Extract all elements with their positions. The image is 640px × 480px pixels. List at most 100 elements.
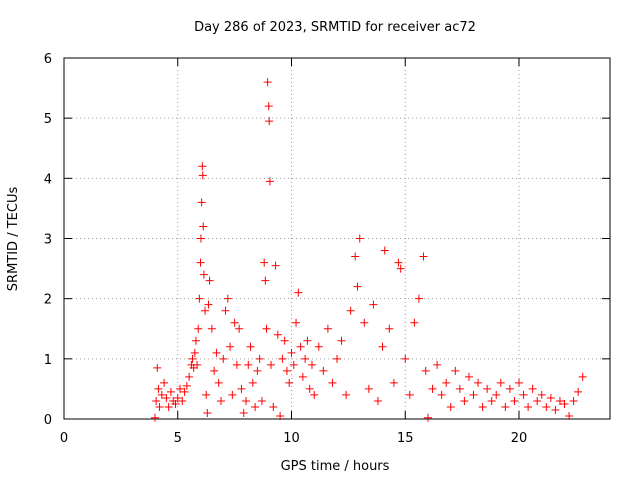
data-point	[492, 390, 501, 399]
data-point	[257, 396, 266, 405]
data-point	[242, 396, 250, 405]
data-point	[210, 366, 219, 375]
data-point	[153, 363, 162, 372]
data-point	[533, 396, 542, 405]
data-point	[198, 162, 207, 171]
data-point	[487, 396, 496, 405]
data-point	[483, 384, 492, 393]
data-point	[305, 384, 314, 393]
data-point	[195, 294, 204, 303]
data-point	[264, 102, 273, 111]
data-point	[296, 342, 305, 351]
data-point	[353, 282, 362, 291]
data-point	[414, 294, 423, 303]
data-point	[555, 396, 564, 405]
data-point	[226, 342, 235, 351]
data-point	[205, 276, 214, 285]
data-point	[542, 402, 551, 411]
data-point	[248, 378, 257, 387]
data-point	[510, 396, 519, 405]
data-point	[166, 387, 175, 396]
data-point	[251, 402, 260, 411]
data-point	[307, 360, 316, 369]
data-point	[428, 384, 437, 393]
data-point	[157, 390, 166, 399]
data-point	[230, 318, 239, 327]
data-point	[560, 399, 569, 408]
data-point	[574, 387, 583, 396]
data-point	[271, 261, 280, 270]
y-tick-label: 3	[44, 233, 52, 248]
data-point	[276, 411, 285, 420]
data-point	[204, 300, 213, 309]
data-point	[280, 336, 289, 345]
data-point	[160, 378, 169, 387]
y-tick-label: 6	[44, 52, 52, 67]
data-point	[389, 378, 398, 387]
data-point	[519, 390, 528, 399]
data-point	[328, 378, 337, 387]
data-point	[355, 234, 364, 243]
data-point	[216, 396, 225, 405]
chart-title: Day 286 of 2023, SRMTID for receiver ac7…	[194, 20, 476, 35]
data-point	[223, 294, 232, 303]
data-point	[396, 264, 405, 273]
data-point	[301, 354, 310, 363]
data-point	[199, 222, 208, 231]
data-point	[474, 378, 483, 387]
data-point	[303, 336, 312, 345]
data-point	[515, 378, 523, 387]
data-point	[221, 306, 230, 315]
data-point	[282, 366, 291, 375]
x-tick-label: 15	[397, 431, 414, 446]
data-point	[410, 318, 419, 327]
data-point	[162, 393, 171, 402]
x-axis-label: GPS time / hours	[281, 459, 390, 474]
data-point	[235, 324, 244, 333]
data-point	[346, 306, 355, 315]
data-point	[190, 348, 199, 357]
data-point	[369, 300, 378, 309]
data-point	[199, 270, 208, 279]
data-point	[298, 372, 307, 381]
data-point	[246, 342, 255, 351]
data-point	[176, 384, 185, 393]
data-point	[455, 384, 464, 393]
data-point	[385, 324, 394, 333]
y-tick-label: 2	[44, 293, 52, 308]
data-point	[460, 396, 469, 405]
data-point	[505, 384, 514, 393]
y-axis-label: SRMTID / TECUs	[6, 187, 21, 292]
data-point	[273, 330, 282, 339]
y-tick-label: 1	[44, 353, 52, 368]
ticks: 0 1 2 3 4 5 6 0 5 10 15 20	[44, 52, 610, 446]
data-point	[207, 324, 216, 333]
data-point	[263, 78, 272, 87]
data-point	[373, 396, 382, 405]
data-point	[442, 378, 451, 387]
data-point	[342, 390, 351, 399]
data-point	[261, 276, 270, 285]
data-point	[188, 354, 197, 363]
data-point	[278, 354, 287, 363]
data-points	[151, 78, 587, 422]
data-point	[212, 348, 221, 357]
data-point	[196, 258, 205, 267]
data-point	[164, 402, 173, 411]
x-tick-label: 0	[60, 431, 68, 446]
data-point	[265, 177, 274, 186]
data-point	[287, 348, 296, 357]
data-point	[446, 402, 455, 411]
data-point	[267, 360, 276, 369]
data-point	[319, 366, 328, 375]
data-point	[433, 360, 442, 369]
data-point	[565, 411, 574, 420]
data-point	[151, 413, 159, 422]
data-point	[421, 366, 430, 375]
y-tick-label: 5	[44, 112, 52, 127]
data-point	[569, 396, 578, 405]
data-point	[578, 372, 587, 381]
data-point	[198, 171, 207, 180]
data-point	[419, 252, 428, 261]
data-point	[171, 399, 180, 408]
